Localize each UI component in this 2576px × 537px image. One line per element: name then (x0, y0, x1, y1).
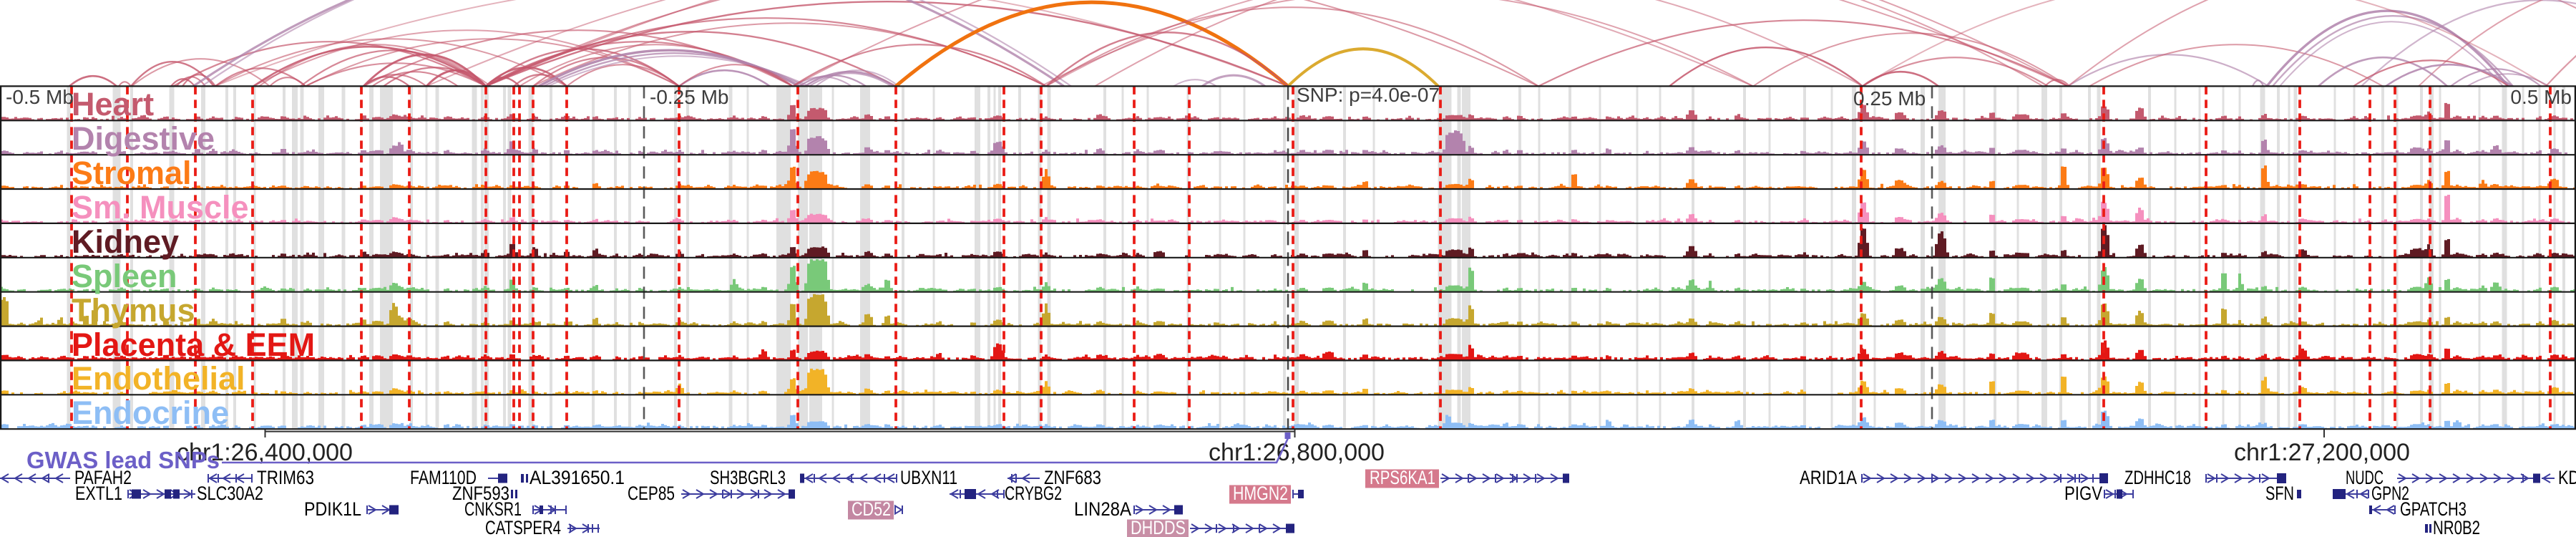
svg-text:HMGN2: HMGN2 (1233, 483, 1288, 504)
svg-text:-0.25 Mb: -0.25 Mb (650, 86, 729, 108)
svg-text:Sm. Muscle: Sm. Muscle (72, 189, 249, 226)
svg-text:ARID1A: ARID1A (1800, 467, 1857, 488)
svg-text:Spleen: Spleen (72, 258, 177, 294)
svg-text:Endothelial: Endothelial (72, 360, 245, 397)
svg-text:GPN2: GPN2 (2371, 483, 2409, 504)
svg-text:ZNF683: ZNF683 (1044, 467, 1101, 488)
svg-text:Placenta & EEM: Placenta & EEM (72, 326, 315, 363)
svg-text:SFN: SFN (2265, 483, 2294, 504)
svg-text:Heart: Heart (72, 86, 154, 122)
svg-text:Endocrine: Endocrine (72, 395, 229, 431)
svg-text:SLC30A2: SLC30A2 (197, 483, 263, 504)
svg-text:GWAS lead SNPs: GWAS lead SNPs (26, 447, 220, 473)
svg-text:AL391650.1: AL391650.1 (530, 467, 625, 488)
svg-text:DHDDS: DHDDS (1131, 517, 1186, 537)
svg-text:0.5 Mb: 0.5 Mb (2510, 86, 2572, 108)
svg-text:EXTL1: EXTL1 (75, 483, 122, 504)
svg-text:SNP: p=4.0e-07: SNP: p=4.0e-07 (1297, 84, 1440, 106)
svg-text:CD52: CD52 (852, 498, 891, 520)
svg-text:PAFAH2: PAFAH2 (74, 467, 132, 488)
svg-text:ZDHHC18: ZDHHC18 (2124, 467, 2191, 488)
svg-text:chr1:26,800,000: chr1:26,800,000 (1209, 439, 1385, 466)
svg-text:Digestive: Digestive (72, 120, 215, 157)
svg-text:TRIM63: TRIM63 (257, 467, 314, 488)
svg-text:UBXN11: UBXN11 (900, 467, 957, 488)
svg-text:0.25 Mb: 0.25 Mb (1853, 87, 1926, 110)
svg-text:PIGV: PIGV (2064, 483, 2102, 504)
svg-text:Kidney: Kidney (72, 223, 179, 260)
svg-text:CNKSR1: CNKSR1 (464, 498, 522, 520)
svg-text:-0.5 Mb: -0.5 Mb (6, 86, 74, 108)
svg-text:Thymus: Thymus (72, 292, 195, 329)
svg-text:GPATCH3: GPATCH3 (2400, 498, 2467, 520)
svg-text:Stromal: Stromal (72, 155, 192, 191)
svg-text:chr1:27,200,000: chr1:27,200,000 (2234, 439, 2410, 466)
svg-text:RPS6KA1: RPS6KA1 (1370, 467, 1435, 488)
svg-text:SH3BGRL3: SH3BGRL3 (710, 467, 786, 488)
svg-text:CEP85: CEP85 (628, 483, 675, 504)
svg-text:CRYBG2: CRYBG2 (1005, 483, 1062, 504)
svg-text:chr1:26,400,000: chr1:26,400,000 (177, 439, 353, 466)
svg-text:ZNF593: ZNF593 (452, 483, 509, 504)
svg-text:NUDC: NUDC (2346, 467, 2384, 488)
svg-text:NR0B2: NR0B2 (2433, 517, 2480, 537)
svg-text:PDIK1L: PDIK1L (304, 498, 361, 520)
svg-text:LIN28A: LIN28A (1074, 498, 1131, 520)
svg-text:FAM110D: FAM110D (410, 467, 477, 488)
svg-text:KD: KD (2558, 467, 2576, 488)
svg-text:CATSPER4: CATSPER4 (485, 517, 561, 537)
